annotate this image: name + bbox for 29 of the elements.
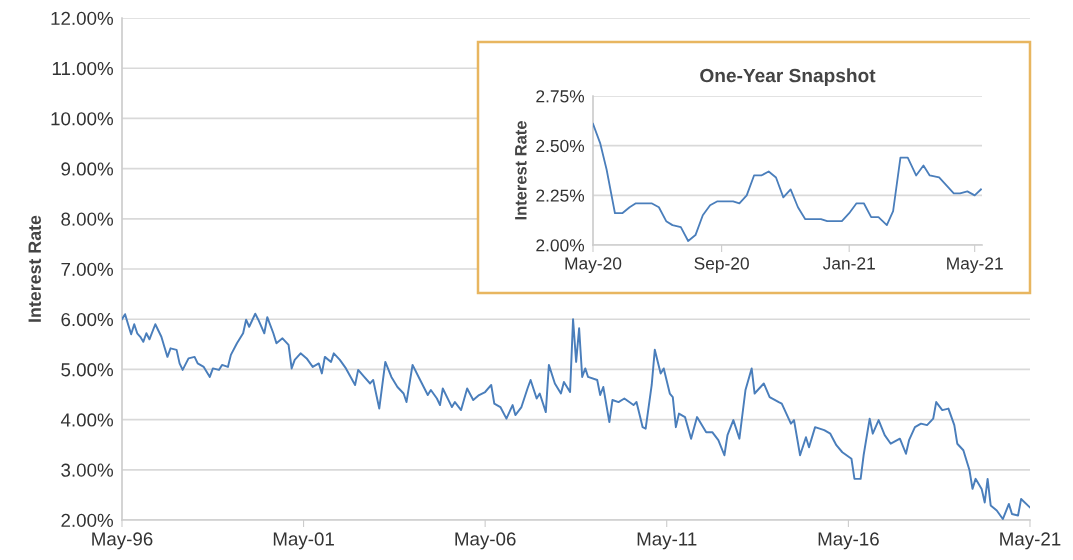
y-tick-label: 8.00% — [61, 212, 113, 226]
y-tick-label: 2.25% — [536, 189, 585, 202]
x-tick-label: May-11 — [637, 532, 697, 550]
y-tick-label: 2.50% — [536, 139, 585, 153]
y-axis-title: Interest Rate — [515, 121, 527, 220]
y-tick-label: 9.00% — [61, 162, 113, 176]
x-tick-label: May-20 — [565, 257, 622, 273]
x-tick-label: Jan-21 — [822, 257, 875, 270]
line-series — [593, 122, 982, 242]
x-tick-label: May-01 — [273, 532, 334, 550]
y-tick-label: 7.00% — [61, 262, 113, 276]
y-tick-label: 10.00% — [51, 112, 113, 126]
x-tick-label: Sep-20 — [694, 257, 749, 273]
y-tick-label: 5.00% — [61, 363, 113, 377]
y-tick-label: 12.00% — [51, 11, 113, 26]
y-tick-label: 11.00% — [52, 61, 113, 76]
x-tick-label: May-21 — [1000, 532, 1061, 550]
y-tick-label: 2.00% — [536, 239, 585, 252]
y-tick-label: 2.75% — [536, 90, 585, 103]
chart-title: One-Year Snapshot — [700, 68, 876, 87]
x-tick-label: May-21 — [947, 257, 1003, 273]
x-tick-label: May-96 — [92, 532, 153, 550]
y-axis-title: Interest Rate — [28, 215, 41, 322]
y-tick-label: 2.00% — [61, 513, 113, 527]
y-tick-label: 4.00% — [60, 413, 113, 427]
y-tick-label: 6.00% — [61, 312, 113, 327]
x-tick-label: May-06 — [455, 532, 516, 550]
y-tick-label: 3.00% — [61, 463, 113, 477]
x-tick-label: May-16 — [818, 532, 879, 550]
